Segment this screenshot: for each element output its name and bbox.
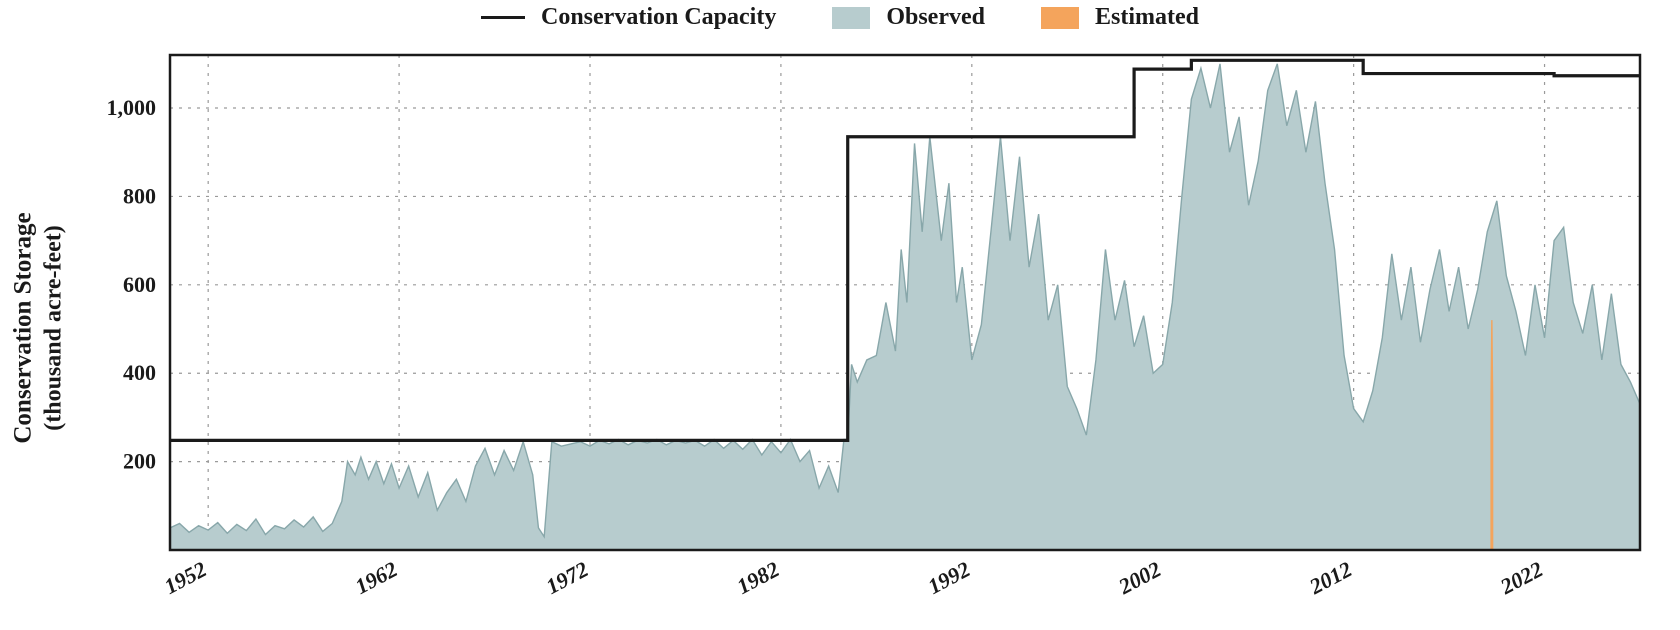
x-tick-label: 1982 [733, 556, 784, 599]
y-tick-label: 200 [123, 449, 156, 474]
chart-svg: 200 400 600 800 1,000 1952 1962 1972 1982 1992 200… [0, 0, 1680, 630]
x-tick-label: 2012 [1305, 556, 1356, 599]
x-tick-label: 1972 [542, 556, 593, 599]
x-tick-label: 1992 [924, 556, 975, 599]
y-tick-label: 1,000 [107, 95, 157, 120]
y-tick-label: 800 [123, 183, 156, 208]
x-tick-label: 2022 [1495, 556, 1546, 599]
x-tick-label: 1962 [351, 556, 402, 599]
x-tick-label: 2002 [1114, 556, 1165, 599]
y-tick-label: 400 [123, 360, 156, 385]
estimated-area [1491, 320, 1493, 550]
y-tick-label: 600 [123, 272, 156, 297]
x-tick-label: 1952 [160, 556, 211, 599]
